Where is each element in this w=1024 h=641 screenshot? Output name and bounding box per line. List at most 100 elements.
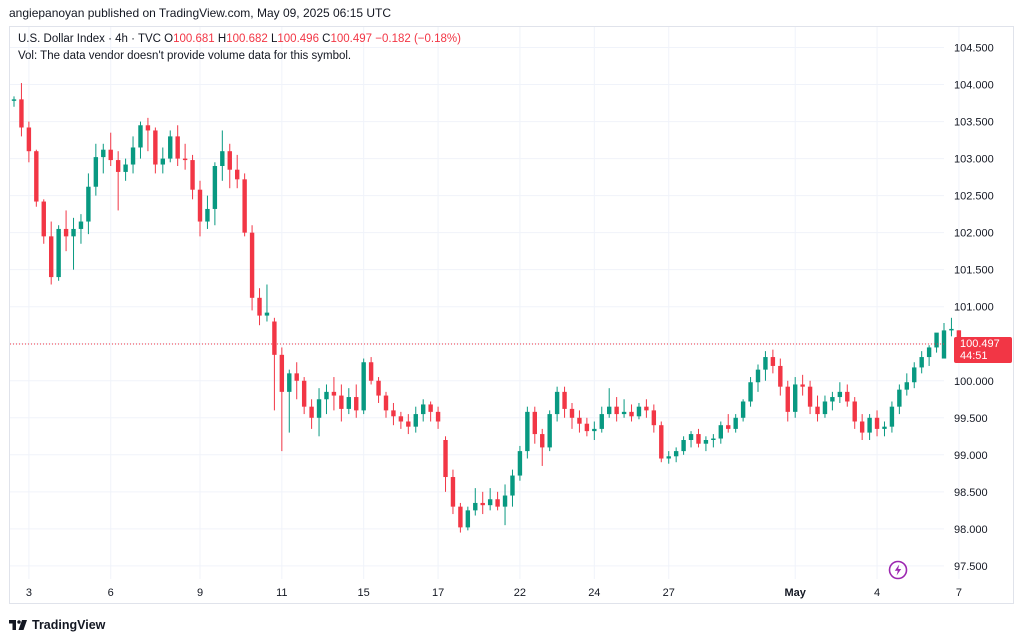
candle-body	[755, 369, 761, 383]
candle-body	[904, 382, 909, 390]
candle-body	[897, 389, 902, 407]
candle	[733, 414, 738, 433]
candle	[309, 399, 314, 429]
candle-body	[279, 354, 285, 392]
candle-body	[859, 421, 865, 433]
candle-body	[807, 386, 813, 407]
candle	[212, 162, 218, 226]
candle-body	[487, 499, 493, 506]
price-tick-label: 102.500	[954, 191, 994, 203]
candle	[153, 127, 158, 174]
legend-symbol: U.S. Dollar Index · 4h · TVC	[18, 33, 161, 45]
candle	[502, 484, 508, 526]
time-tick-label: 3	[26, 587, 32, 599]
candle	[867, 414, 872, 440]
candle	[770, 349, 776, 374]
time-tick-label: 7	[956, 587, 962, 599]
candle	[227, 143, 232, 189]
candle-body	[941, 330, 947, 359]
candle-body	[212, 166, 218, 209]
time-axis: 369111517222427May479	[26, 587, 962, 599]
candle-body	[629, 411, 634, 417]
volume-note: Vol: The data vendor doesn't provide vol…	[18, 50, 352, 62]
legend-close-value: 100.497	[330, 33, 373, 45]
candle-body	[748, 382, 753, 402]
candle-body	[272, 321, 277, 355]
candle-body	[763, 357, 768, 370]
candle-body	[153, 130, 158, 165]
candle-body	[785, 386, 790, 412]
candle	[473, 488, 478, 516]
legend-open-value: 100.681	[173, 33, 215, 45]
time-tick-label: 4	[874, 587, 880, 599]
candle-body	[49, 236, 54, 278]
price-tick-label: 99.000	[954, 450, 988, 462]
price-tick-label: 99.500	[954, 413, 988, 425]
candle-body	[882, 426, 887, 429]
candle-body	[495, 499, 500, 507]
candle	[301, 377, 307, 415]
candle	[666, 451, 671, 464]
legend-change: −0.182 (−0.18%)	[375, 33, 461, 45]
candle-body	[331, 391, 337, 396]
candlestick-chart[interactable]: 104.500 104.000 103.500 103.000 102.500 102.0…	[10, 27, 1014, 604]
candle	[78, 214, 84, 244]
candle-body	[688, 434, 694, 440]
candle-body	[502, 495, 508, 507]
candle	[696, 428, 701, 448]
legend-low-label: L	[270, 33, 278, 45]
candle	[755, 364, 761, 392]
legend-close-label: C	[322, 33, 331, 45]
candle	[845, 384, 850, 407]
candle	[287, 369, 292, 433]
lightning-icon[interactable]	[888, 560, 908, 580]
candle	[175, 125, 180, 166]
candle-body	[949, 328, 954, 331]
candle	[748, 377, 753, 407]
time-tick-label: 27	[663, 587, 675, 599]
candle-body	[398, 416, 404, 422]
candle-body	[242, 179, 247, 233]
candle-body	[644, 406, 649, 411]
candle	[391, 402, 396, 426]
candle	[235, 154, 240, 189]
candle	[34, 149, 39, 207]
candle-body	[450, 477, 456, 507]
candle	[354, 384, 359, 418]
candle-body	[108, 149, 113, 161]
candle-body	[175, 136, 180, 159]
candle	[599, 406, 604, 433]
candle-body	[168, 136, 173, 159]
candle	[636, 402, 642, 420]
candle	[785, 380, 790, 422]
candle	[383, 391, 389, 418]
candle	[554, 386, 560, 422]
candle-body	[584, 423, 590, 432]
candle	[540, 428, 545, 466]
candle	[800, 374, 805, 396]
candle-body	[86, 186, 91, 222]
candle	[703, 436, 709, 452]
candle	[569, 402, 575, 429]
candle	[443, 436, 448, 492]
candle-body	[592, 428, 597, 432]
candle	[815, 395, 820, 422]
candle-body	[621, 411, 627, 415]
candle-body	[287, 373, 292, 392]
candle	[130, 136, 136, 174]
time-tick-label: May	[784, 587, 806, 599]
candle-body	[361, 362, 366, 411]
candle-body	[406, 421, 411, 427]
footer-brand: TradingView	[32, 618, 106, 632]
time-tick-label: 11	[276, 587, 287, 599]
candle	[324, 384, 329, 415]
candle-body	[220, 151, 225, 166]
candle-body	[919, 357, 924, 368]
candle-body	[659, 425, 664, 459]
candle-body	[391, 410, 396, 417]
candle-body	[934, 332, 939, 348]
candle-body	[443, 440, 448, 478]
price-tick-label: 104.000	[954, 80, 994, 92]
candle	[138, 121, 143, 159]
candle	[793, 377, 798, 418]
